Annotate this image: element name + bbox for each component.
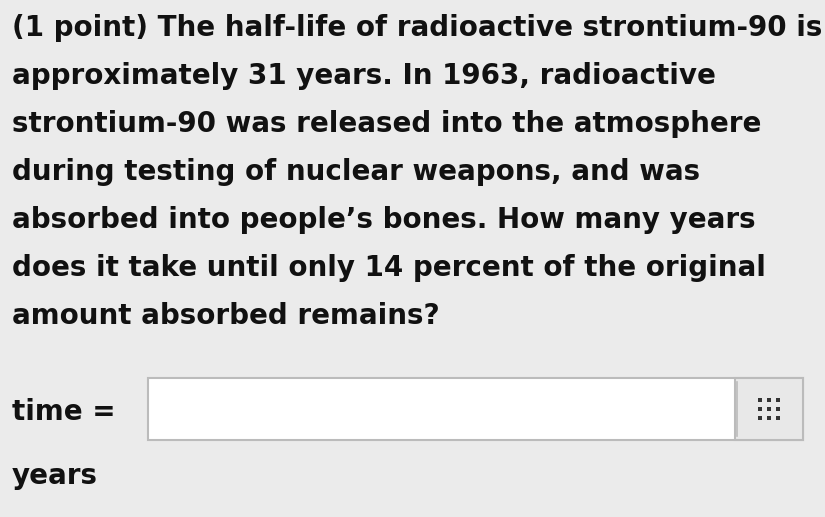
Bar (766, 398, 771, 402)
Text: amount absorbed remains?: amount absorbed remains? (12, 302, 440, 330)
Bar (757, 407, 762, 411)
FancyBboxPatch shape (148, 378, 803, 440)
Text: absorbed into people’s bones. How many years: absorbed into people’s bones. How many y… (12, 206, 756, 234)
Bar (776, 416, 780, 420)
Bar (766, 416, 771, 420)
Bar (766, 407, 771, 411)
Text: years: years (12, 462, 98, 490)
Text: strontium-90 was released into the atmosphere: strontium-90 was released into the atmos… (12, 110, 761, 138)
Text: time =: time = (12, 398, 116, 426)
Bar (776, 398, 780, 402)
Text: during testing of nuclear weapons, and was: during testing of nuclear weapons, and w… (12, 158, 700, 186)
Text: approximately 31 years. In 1963, radioactive: approximately 31 years. In 1963, radioac… (12, 62, 716, 90)
Bar (757, 416, 762, 420)
Bar (776, 407, 780, 411)
Bar (757, 398, 762, 402)
FancyBboxPatch shape (735, 378, 803, 440)
Text: does it take until only 14 percent of the original: does it take until only 14 percent of th… (12, 254, 766, 282)
Text: (1 point) The half-life of radioactive strontium-90 is: (1 point) The half-life of radioactive s… (12, 14, 823, 42)
